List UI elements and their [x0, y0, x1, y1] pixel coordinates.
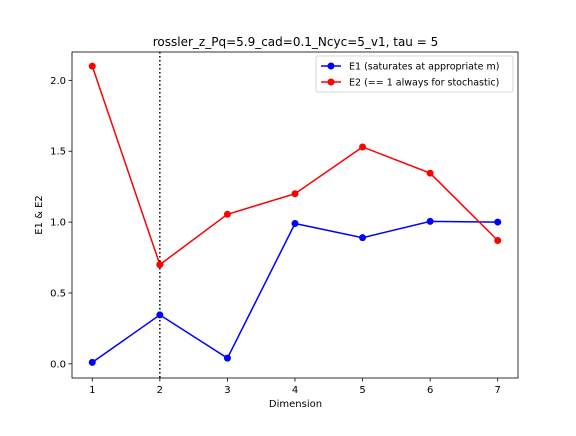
x-tick-label: 5 [359, 385, 365, 396]
x-tick-label: 3 [224, 385, 230, 396]
plot-area: 1 2 3 4 5 6 7 0.0 0.5 1.0 1.5 2.0 [50, 51, 519, 396]
series-2-point [494, 237, 502, 245]
x-tick-label: 4 [292, 385, 298, 396]
series-2-point [426, 169, 434, 177]
series-2-point [291, 190, 299, 198]
chart-title: rossler_z_Pq=5.9_cad=0.1_Ncyc=5_v1, tau … [153, 35, 438, 49]
series-1-point [223, 354, 231, 362]
legend-label-2: E2 (== 1 always for stochastic) [349, 78, 499, 89]
series-1-point [426, 217, 434, 225]
x-tick-label: 1 [89, 385, 95, 396]
series-2-point [223, 210, 231, 218]
legend: E1 (saturates at appropriate m) E2 (== 1 … [315, 55, 514, 93]
x-tick-label: 7 [495, 385, 501, 396]
x-tick-label: 2 [157, 385, 163, 396]
y-tick-label: 0.0 [50, 359, 66, 370]
x-axis-label: Dimension [269, 399, 322, 410]
y-axis-label: E1 & E2 [34, 195, 45, 235]
series-1-point [88, 358, 96, 366]
legend-marker-1 [327, 62, 335, 70]
y-tick-label: 2.0 [50, 76, 66, 87]
y-tick-label: 0.5 [50, 288, 66, 299]
series-2-point [156, 261, 164, 269]
series-line-2 [91, 65, 499, 266]
series-1-point [359, 234, 367, 242]
x-tick-label: 6 [427, 385, 433, 396]
series-1-point [291, 220, 299, 228]
series-1-point [156, 311, 164, 319]
y-tick-label: 1.5 [50, 147, 66, 158]
series-2-point [359, 143, 367, 151]
series-1-point [494, 218, 502, 226]
legend-marker-2 [327, 78, 335, 86]
series-2-point [88, 62, 96, 70]
y-tick-label: 1.0 [50, 218, 66, 229]
legend-label-1: E1 (saturates at appropriate m) [349, 62, 499, 73]
legend-box [315, 55, 514, 93]
